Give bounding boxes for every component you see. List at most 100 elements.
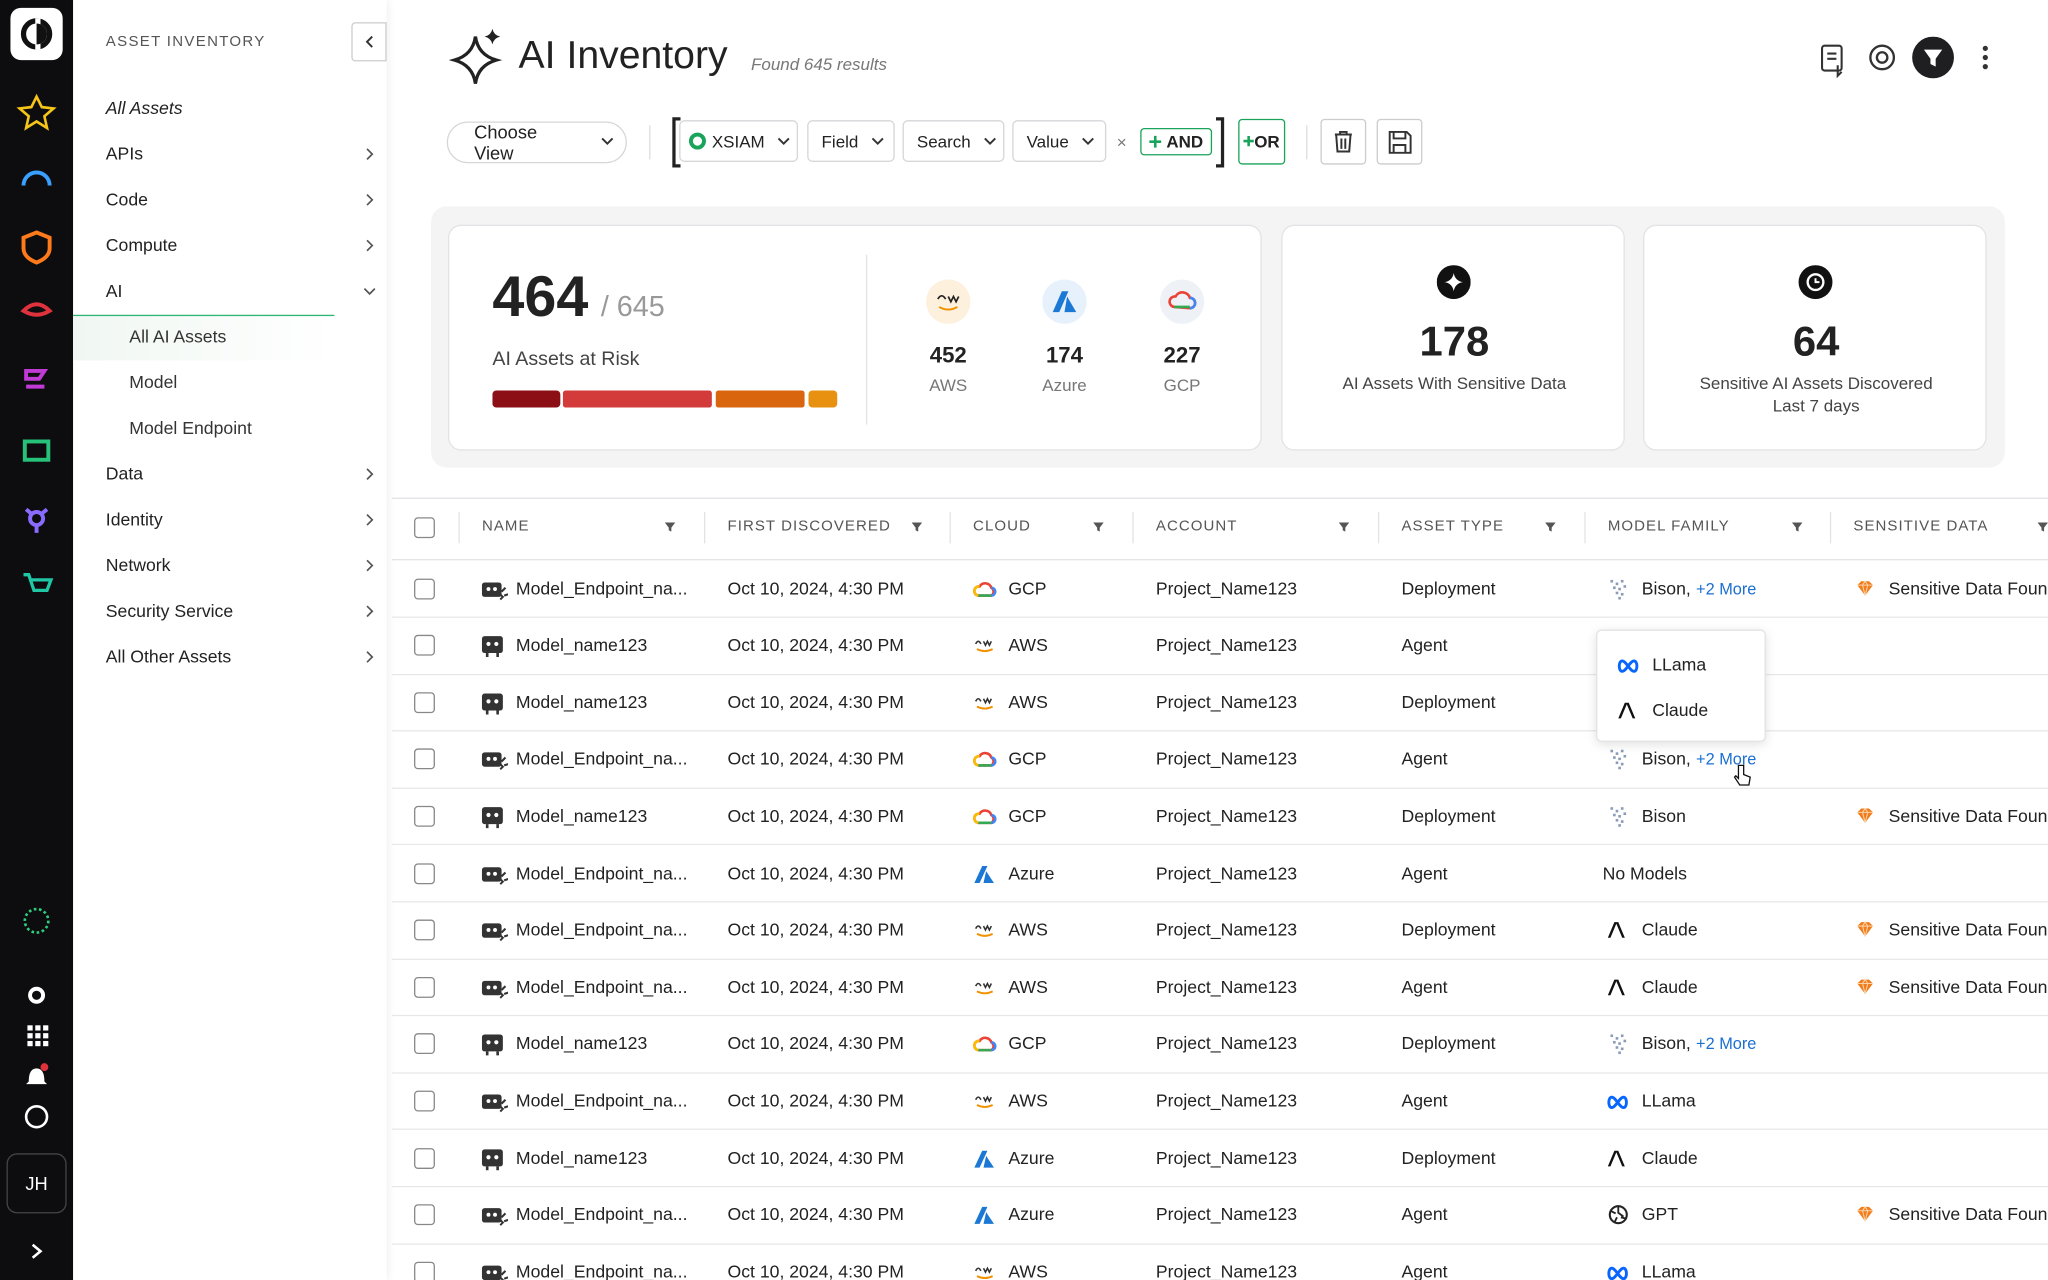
row-checkbox[interactable] [414, 1147, 435, 1169]
nav-sub-item[interactable]: Model [129, 372, 178, 393]
rail-bottom-icons[interactable] [0, 901, 73, 1149]
first-discovered: Oct 10, 2024, 4:30 PM [727, 692, 904, 712]
asset-name[interactable]: Model_Endpoint_na... [515, 1090, 688, 1111]
cloud-icon [974, 924, 994, 937]
nav-item[interactable]: AI [105, 281, 123, 301]
filter-chip[interactable]: Value [1012, 120, 1107, 162]
nav-chevron [366, 651, 374, 663]
row-checkbox[interactable] [414, 577, 435, 599]
sparkle-icon [449, 28, 503, 84]
more-models[interactable]: +2 More [1696, 1035, 1757, 1054]
popover-model-icon [1618, 702, 1636, 719]
nav-sub-item[interactable]: Model Endpoint [129, 418, 252, 438]
cloud-logo [1042, 279, 1087, 324]
logo[interactable] [10, 7, 63, 61]
asset-name[interactable]: Model_Endpoint_na... [515, 863, 688, 883]
row-checkbox[interactable] [414, 1261, 435, 1280]
asset-name[interactable]: Model_Endpoint_na... [515, 578, 688, 598]
filter-chip[interactable]: XSIAM [679, 120, 799, 162]
asset-name[interactable]: Model_Endpoint_na... [515, 976, 688, 997]
stat-value: 178 [1419, 317, 1490, 365]
and-button[interactable]: AND [1140, 127, 1213, 156]
asset-type: Deployment [1401, 578, 1496, 598]
row-checkbox[interactable] [414, 1033, 435, 1055]
nav-item[interactable]: Data [105, 463, 144, 484]
filter-chip[interactable]: Search [902, 120, 1005, 162]
asset-name[interactable]: Model_Endpoint_na... [515, 919, 688, 940]
nav-item[interactable]: Identity [105, 509, 163, 530]
nav-item[interactable]: Network [105, 555, 171, 576]
asset-type: Agent [1401, 1090, 1448, 1111]
remove-filter[interactable]: × [1116, 132, 1127, 153]
cloud-icon [974, 1150, 994, 1168]
choose-view[interactable]: Choose View [446, 121, 627, 164]
row-checkbox[interactable] [414, 919, 435, 941]
filter-chip[interactable]: Field [807, 120, 895, 162]
column-header[interactable]: ACCOUNT [1155, 518, 1238, 535]
model-name: Bison, [1641, 578, 1691, 598]
popover-item[interactable]: LLama [1652, 654, 1707, 675]
asset-name[interactable]: Model_Endpoint_na... [515, 1204, 688, 1225]
delete-button[interactable] [1320, 118, 1367, 165]
divider [649, 125, 651, 160]
account: Project_Name123 [1155, 692, 1298, 712]
column-header[interactable]: NAME [481, 518, 530, 535]
row-checkbox[interactable] [414, 976, 435, 998]
header-actions[interactable] [1816, 36, 2012, 79]
more-models[interactable]: +2 More [1696, 579, 1757, 598]
asset-icon [481, 1208, 509, 1226]
nav-item[interactable]: Security Service [105, 601, 234, 621]
row-checkbox[interactable] [414, 1204, 435, 1226]
asset-name[interactable]: Model_name123 [515, 806, 648, 826]
asset-name[interactable]: Model_Endpoint_na... [515, 1261, 688, 1280]
row-checkbox[interactable] [414, 691, 435, 713]
column-header[interactable]: SENSITIVE DATA [1853, 518, 1989, 535]
column-header[interactable]: MODEL FAMILY [1607, 518, 1730, 535]
nav-item[interactable]: All Other Assets [105, 646, 232, 667]
asset-icon [481, 581, 509, 600]
row-checkbox[interactable] [414, 634, 435, 656]
row-checkbox[interactable] [414, 805, 435, 827]
user-avatar[interactable]: JH [6, 1153, 67, 1214]
rail-icons[interactable] [0, 78, 73, 627]
collapse-button[interactable] [351, 22, 387, 62]
model-popover: LLama Claude [1596, 629, 1766, 742]
row-checkbox[interactable] [414, 748, 435, 770]
nav-sub-item[interactable]: All AI Assets [129, 326, 227, 347]
or-button[interactable]: OR [1238, 118, 1286, 165]
asset-name[interactable]: Model_name123 [515, 1147, 648, 1168]
asset-name[interactable]: Model_name123 [515, 1033, 648, 1054]
sensitive-data: Sensitive Data Found [1888, 919, 2048, 940]
column-header[interactable]: CLOUD [973, 518, 1031, 535]
nav-selected [73, 314, 335, 361]
asset-name[interactable]: Model_name123 [515, 635, 648, 655]
cloud-name: Azure [1042, 375, 1087, 396]
row-checkbox[interactable] [414, 1090, 435, 1112]
nav-item[interactable]: All Assets [105, 98, 183, 118]
nav-item[interactable]: APIs [105, 143, 144, 164]
model-family: Claude [1642, 1149, 1698, 1167]
popover-item[interactable]: Claude [1652, 700, 1709, 720]
asset-name[interactable]: Model_Endpoint_na... [515, 749, 688, 769]
row-border [391, 1128, 2048, 1131]
column-filter [2037, 522, 2048, 532]
account: Project_Name123 [1155, 578, 1298, 598]
nav-item[interactable]: Compute [105, 235, 178, 256]
row-checkbox[interactable] [414, 862, 435, 884]
column-filter [1093, 522, 1104, 532]
column-header[interactable]: FIRST DISCOVERED [727, 518, 891, 535]
expand-icon[interactable] [26, 1241, 47, 1262]
nav-chevron [366, 194, 374, 206]
risk-total: / 645 [600, 289, 665, 323]
asset-type: Agent [1401, 635, 1448, 655]
more-models[interactable]: +2 More [1696, 750, 1757, 769]
model-name: Bison [1641, 806, 1686, 826]
nav-item[interactable]: Code [105, 189, 148, 210]
asset-name[interactable]: Model_name123 [515, 692, 648, 712]
header-checkbox[interactable] [414, 517, 435, 539]
first-discovered: Oct 10, 2024, 4:30 PM [727, 1090, 904, 1111]
column-header[interactable]: ASSET TYPE [1401, 518, 1505, 535]
cloud: AWS [1008, 976, 1048, 997]
save-button[interactable] [1376, 118, 1423, 165]
asset-type: Deployment [1401, 919, 1496, 940]
